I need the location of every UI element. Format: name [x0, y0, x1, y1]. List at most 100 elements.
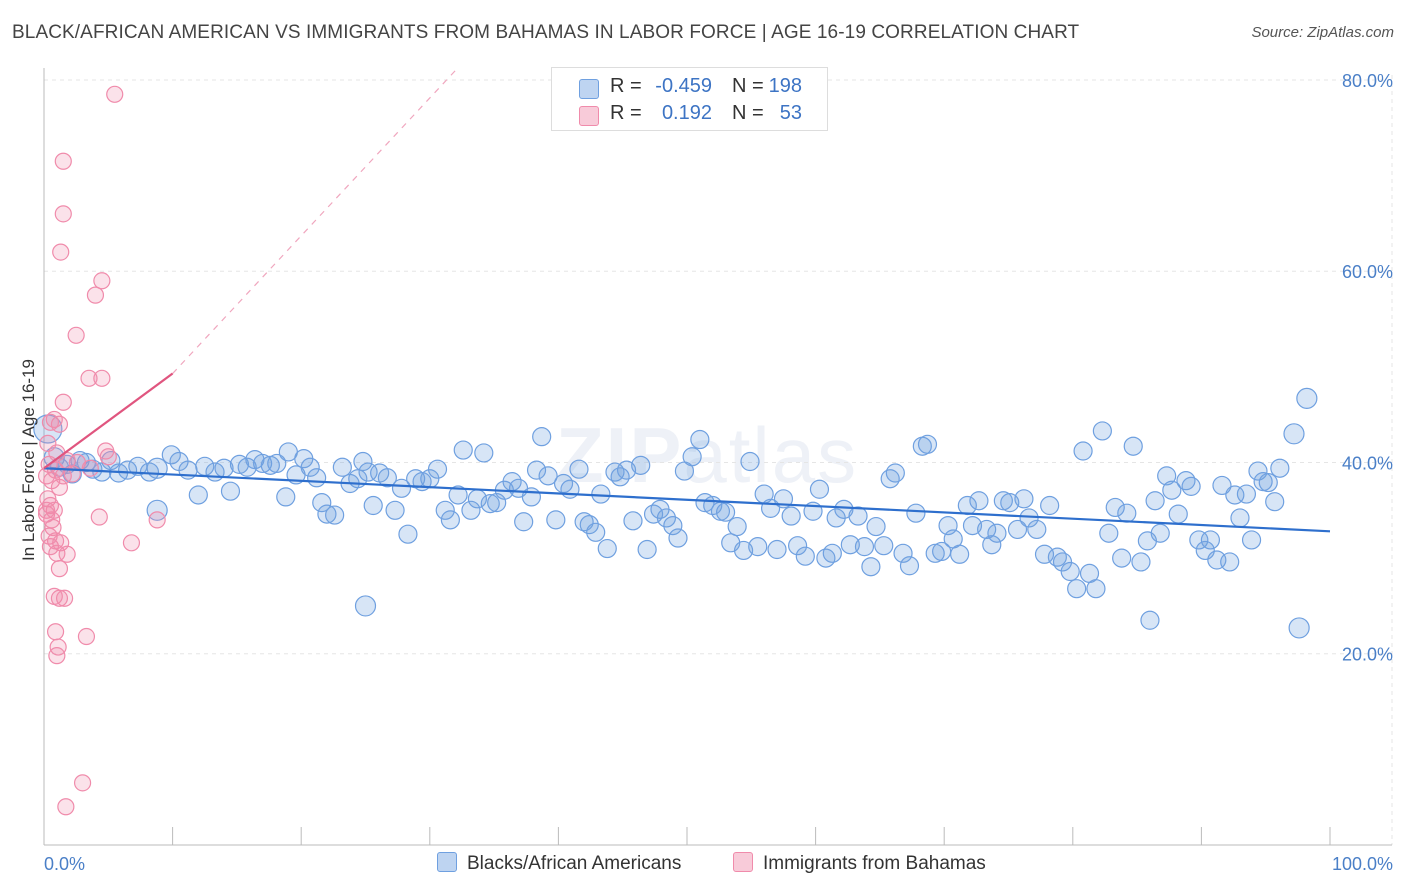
blue-point [1105, 497, 1125, 518]
blue-point [435, 500, 455, 520]
pink-point [90, 508, 108, 526]
blue-point [982, 535, 1002, 555]
blue-point [1007, 519, 1028, 540]
pink-point [45, 410, 63, 429]
blue-point [906, 503, 926, 523]
pink-point [44, 518, 62, 537]
pink-point [81, 459, 99, 477]
blue-point [300, 457, 320, 477]
blue-point [332, 457, 352, 477]
pink-point [54, 205, 72, 223]
blue-point [1000, 493, 1020, 513]
blue-point [987, 523, 1007, 543]
blue-point [253, 453, 273, 474]
blue-point [1265, 492, 1285, 512]
blue-point [787, 536, 808, 556]
blue-point [591, 484, 611, 504]
blue-point [1200, 530, 1221, 550]
blue-point [1092, 421, 1112, 441]
blue-point [1131, 552, 1151, 572]
blue-point [461, 500, 481, 520]
blue-point [1112, 548, 1132, 568]
pink-point [52, 243, 70, 261]
blue-point [950, 544, 970, 564]
pink-point [57, 798, 75, 816]
pink-points [37, 85, 166, 816]
blue-point [312, 493, 332, 513]
blue-point [480, 494, 500, 514]
pink-point [54, 393, 72, 411]
blue-point [848, 506, 868, 526]
blue-point [579, 515, 599, 535]
pink-point [58, 545, 76, 563]
blue-point [1296, 387, 1318, 410]
blue-point [377, 468, 397, 488]
blue-point [1162, 480, 1182, 500]
pink-point [48, 647, 66, 665]
bottom-legend-label-pink: Immigrants from Bahamas [763, 853, 986, 874]
blue-point [880, 469, 900, 489]
blue-point [307, 468, 327, 488]
axis-labels: 20.0% 40.0% 60.0% 80.0% 0.0% 100.0% In Labor F… [19, 71, 1393, 874]
blue-point [597, 538, 617, 559]
blue-point [668, 528, 688, 548]
blue-points [33, 387, 1318, 639]
blue-point [1014, 489, 1034, 509]
blue-point [748, 537, 768, 557]
source-label: Source: ZipAtlas.com [1251, 24, 1394, 41]
x-tick-label: 100.0% [1332, 854, 1393, 874]
blue-point [440, 510, 460, 530]
bottom-legend-swatch-pink [733, 852, 753, 872]
pink-point [67, 326, 85, 344]
blue-point [237, 457, 257, 477]
blue-point [631, 455, 651, 475]
blue-point [1086, 579, 1106, 599]
blue-point [353, 451, 373, 472]
blue-point [663, 515, 683, 536]
blue-point [532, 427, 552, 447]
blue-point [1270, 458, 1290, 478]
blue-trend-line [43, 467, 1331, 533]
blue-point [526, 460, 547, 480]
legend-n-value: 53 [779, 102, 802, 124]
blue-point [840, 535, 860, 555]
pink-point [50, 589, 69, 607]
legend-box: R = -0.459 N = 198 R = 0.192 N = 53 [551, 67, 828, 131]
blue-point [1212, 475, 1232, 496]
blue-point [637, 539, 657, 560]
blue-point [1067, 579, 1087, 599]
blue-point [822, 543, 842, 563]
blue-point [538, 466, 558, 486]
bottom-legend-pink: Immigrants from Bahamas [733, 852, 986, 875]
blue-point [1157, 466, 1177, 486]
blue-point [977, 519, 997, 540]
blue-point [220, 481, 241, 501]
blue-point [695, 493, 715, 513]
trend-lines [43, 372, 1331, 533]
blue-point [795, 546, 815, 566]
blue-point [1176, 471, 1196, 491]
pink-point [50, 560, 69, 578]
pink-trend-extension [172, 69, 456, 374]
blue-point [117, 460, 138, 480]
bottom-legend-blue: Blacks/African Americans [437, 852, 681, 875]
blue-point [229, 454, 250, 474]
legend-r-label: R = [610, 102, 642, 124]
pink-point [148, 511, 166, 529]
blue-point [391, 478, 412, 498]
blue-point [453, 440, 473, 460]
blue-point [969, 491, 989, 511]
blue-point [1073, 441, 1093, 461]
blue-point [809, 479, 830, 499]
blue-point [899, 556, 920, 576]
blue-point [521, 487, 541, 507]
blue-point [861, 557, 881, 577]
blue-point [767, 539, 787, 560]
pink-point [55, 589, 74, 607]
blue-point [781, 506, 801, 526]
legend-swatch-pink [579, 106, 599, 126]
blue-point [1027, 519, 1047, 540]
y-axis-label: In Labor Force | Age 16-19 [19, 359, 38, 561]
blue-point [569, 459, 589, 479]
blue-point [1040, 495, 1060, 516]
